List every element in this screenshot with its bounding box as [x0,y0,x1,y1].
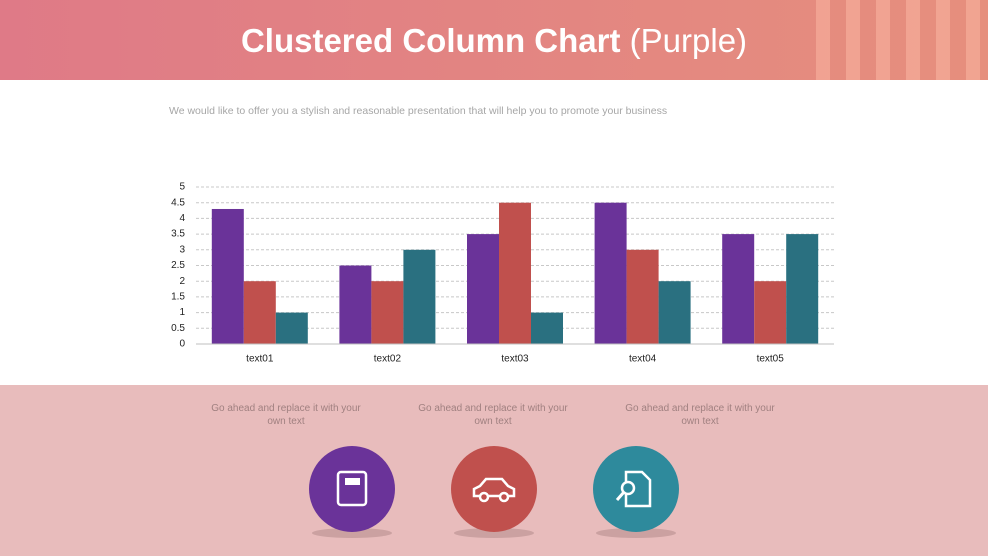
caption: Go ahead and replace it with your own te… [625,403,775,427]
bar [275,312,308,344]
bar [531,312,563,344]
y-tick-label: 1 [179,307,185,318]
bar [243,281,276,344]
bar [658,281,691,344]
x-tick-label: text05 [757,354,785,365]
bar [499,202,531,344]
x-tick-label: text02 [374,354,402,365]
caption: Go ahead and replace it with your own te… [418,403,568,427]
bar [339,265,372,344]
x-tick-label: text03 [501,354,529,365]
bar [403,249,436,344]
title-main: Clustered Column Chart [240,22,621,59]
y-tick-label: 4 [179,213,185,224]
x-tick-label: text01 [246,354,274,365]
caption: Go ahead and replace it with your own te… [211,403,361,427]
bar [626,249,659,344]
bar [786,234,819,344]
y-tick-label: 3 [179,244,185,255]
y-tick-label: 3.5 [171,229,185,240]
bar [371,281,404,344]
bar [594,202,627,344]
y-tick-label: 2.5 [171,260,185,271]
header: Clustered Column Chart (Purple) [0,0,988,80]
title: Clustered Column Chart (Purple) [0,22,988,60]
y-tick-label: 1.5 [171,292,185,303]
title-suffix: (Purple) [629,22,748,59]
bar [211,208,244,344]
bar [722,234,755,344]
y-tick-label: 0.5 [171,323,185,334]
y-tick-label: 4.5 [171,197,185,208]
bar [467,234,499,344]
y-tick-label: 0 [179,339,185,350]
bar [754,281,787,344]
description: We would like to offer you a stylish and… [169,105,668,117]
x-tick-label: text04 [629,354,657,365]
y-tick-label: 5 [179,182,185,193]
y-tick-label: 2 [179,276,185,287]
